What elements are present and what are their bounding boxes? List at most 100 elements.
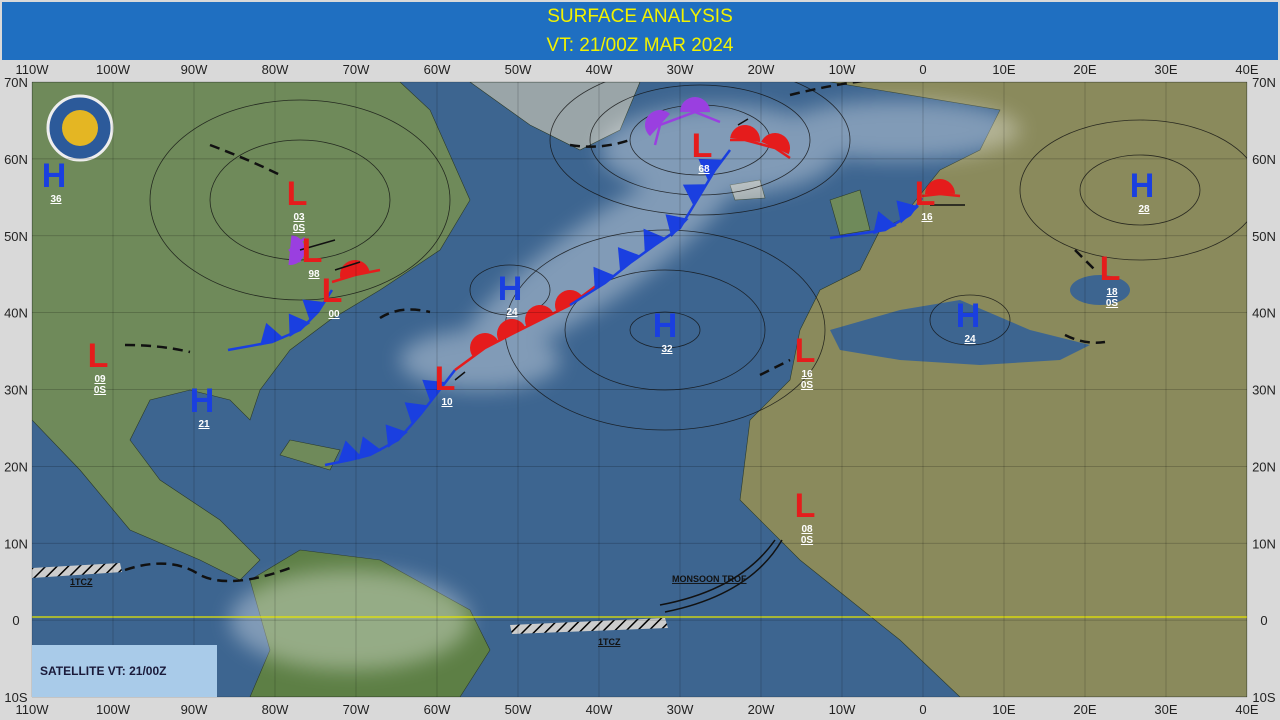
lat-label: 10N: [4, 536, 28, 551]
lat-label: 10S: [1252, 690, 1275, 705]
title: SURFACE ANALYSIS: [547, 6, 733, 27]
lon-label: 20W: [748, 702, 775, 717]
monsoon-label: MONSOON TROF: [672, 574, 747, 584]
lon-label: 30W: [667, 62, 694, 77]
lon-label: 90W: [181, 62, 208, 77]
lon-label: 40W: [586, 702, 613, 717]
lat-label: 30N: [4, 383, 28, 398]
center-pressure: 28: [1138, 204, 1150, 215]
lat-label: 0: [1260, 613, 1267, 628]
lon-label: 110W: [16, 62, 50, 77]
center-symbol: L: [795, 332, 816, 370]
lat-label: 60N: [4, 152, 28, 167]
center-pressure: 16: [801, 369, 813, 380]
legend-box: [32, 645, 217, 697]
center-sub: 0S: [94, 385, 107, 396]
lon-label: 110W: [16, 702, 50, 717]
itcz-label: 1TCZ: [598, 637, 621, 647]
lon-label: 20W: [748, 62, 775, 77]
lat-label: 10N: [1252, 536, 1276, 551]
lon-label: 100W: [96, 62, 131, 77]
center-pressure: 68: [698, 164, 710, 175]
center-symbol: L: [692, 127, 713, 165]
center-pressure: 98: [308, 269, 320, 280]
center-pressure: 18: [1106, 287, 1118, 298]
lon-label: 100W: [96, 702, 131, 717]
lon-label: 60W: [424, 702, 451, 717]
valid-time: VT: 21/00Z MAR 2024: [546, 35, 734, 56]
center-pressure: 21: [198, 419, 210, 430]
lon-label: 10E: [992, 702, 1015, 717]
lon-label: 40E: [1235, 62, 1258, 77]
lon-label: 0: [919, 62, 926, 77]
lat-label: 20N: [1252, 459, 1276, 474]
center-pressure: 24: [964, 334, 976, 345]
lon-label: 30E: [1154, 702, 1177, 717]
center-symbol: H: [190, 382, 215, 420]
center-symbol: L: [435, 360, 456, 398]
center-symbol: H: [498, 270, 523, 308]
lat-label: 70N: [1252, 75, 1276, 90]
lat-label: 70N: [4, 75, 28, 90]
lon-label: 40W: [586, 62, 613, 77]
lon-label: 50W: [505, 62, 532, 77]
center-sub: 0S: [801, 380, 814, 391]
lon-label: 0: [919, 702, 926, 717]
lon-label: 60W: [424, 62, 451, 77]
lon-label: 10W: [829, 702, 856, 717]
map-body: [32, 82, 1247, 697]
center-symbol: L: [1100, 250, 1121, 288]
itcz-label: 1TCZ: [70, 577, 93, 587]
axis-labels: 110W 110W 100W 100W 90W 90W 80W 80W 70W 70W 60W 60W…: [4, 62, 1276, 717]
center-symbol: L: [915, 175, 936, 213]
lat-label: 50N: [1252, 229, 1276, 244]
center-sub: 0S: [801, 535, 814, 546]
header: SURFACE ANALYSIS VT: 21/00Z MAR 2024: [2, 2, 1278, 60]
lon-label: 70W: [343, 62, 370, 77]
lon-label: 70W: [343, 702, 370, 717]
center-pressure: 03: [293, 212, 305, 223]
center-symbol: H: [956, 297, 981, 335]
lat-label: 20N: [4, 459, 28, 474]
lat-label: 40N: [4, 306, 28, 321]
center-pressure: 36: [50, 194, 62, 205]
center-symbol: L: [88, 337, 109, 375]
lon-label: 20E: [1073, 702, 1096, 717]
center-pressure: 16: [921, 212, 933, 223]
center-pressure: 00: [328, 309, 340, 320]
center-pressure: 09: [94, 374, 106, 385]
lat-label: 10S: [4, 690, 27, 705]
lat-label: 40N: [1252, 306, 1276, 321]
lat-label: 30N: [1252, 383, 1276, 398]
legend-text: SATELLITE VT: 21/00Z: [40, 664, 166, 678]
center-symbol: H: [653, 307, 678, 345]
center-pressure: 24: [506, 307, 518, 318]
lon-label: 40E: [1235, 702, 1258, 717]
center-sub: 0S: [1106, 298, 1119, 309]
center-pressure: 32: [661, 344, 673, 355]
center-symbol: L: [322, 272, 343, 310]
lon-label: 30W: [667, 702, 694, 717]
center-symbol: L: [302, 232, 323, 270]
lon-label: 30E: [1154, 62, 1177, 77]
center-pressure: 08: [801, 524, 813, 535]
lon-label: 80W: [262, 702, 289, 717]
lon-label: 90W: [181, 702, 208, 717]
lon-label: 80W: [262, 62, 289, 77]
center-sub: 0S: [293, 223, 306, 234]
lon-label: 10W: [829, 62, 856, 77]
center-symbol: H: [1130, 167, 1155, 205]
center-symbol: H: [42, 157, 67, 195]
lon-label: 50W: [505, 702, 532, 717]
lon-label: 20E: [1073, 62, 1096, 77]
center-symbol: L: [795, 487, 816, 525]
lat-label: 60N: [1252, 152, 1276, 167]
center-pressure: 10: [441, 397, 453, 408]
lat-label: 0: [12, 613, 19, 628]
lat-label: 50N: [4, 229, 28, 244]
lon-label: 10E: [992, 62, 1015, 77]
center-symbol: L: [287, 175, 308, 213]
